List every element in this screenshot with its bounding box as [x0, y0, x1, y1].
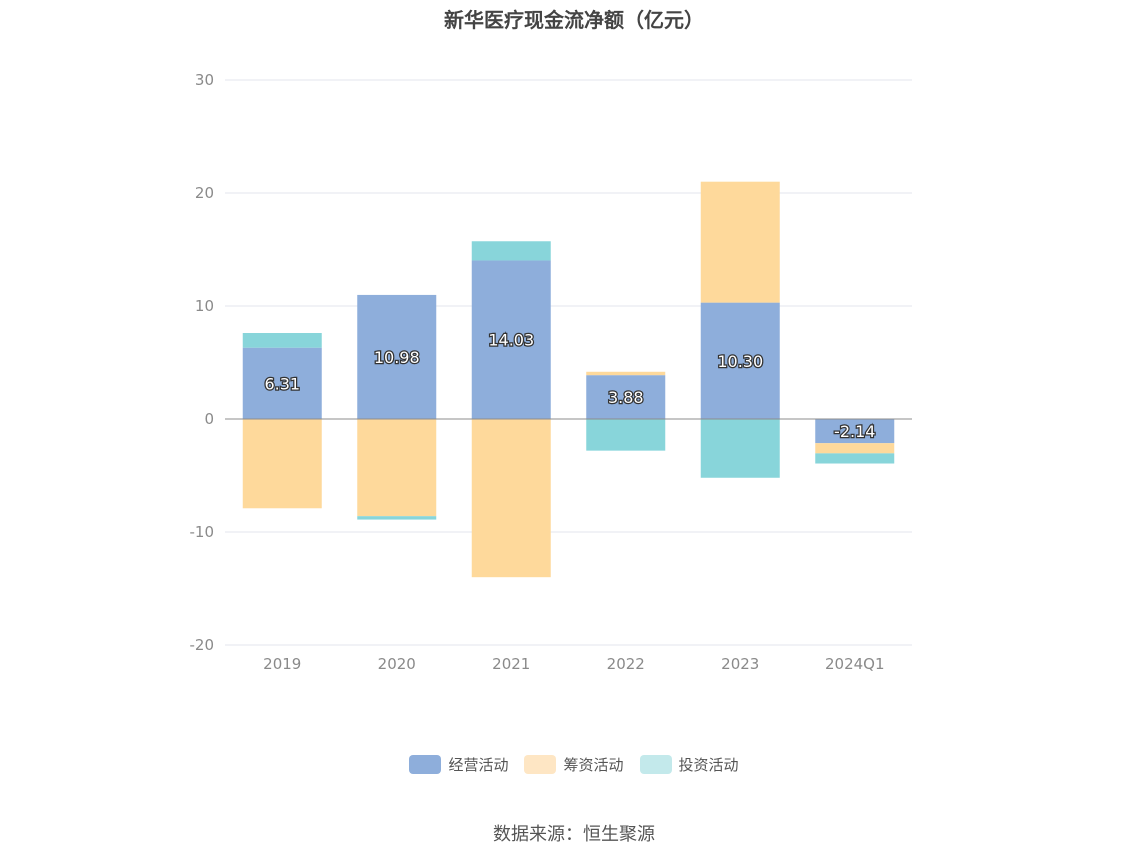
bar-segment [815, 443, 895, 454]
bar-segment [242, 419, 322, 509]
legend: 经营活动 筹资活动 投资活动 [0, 754, 1148, 775]
bar-segment [471, 260, 551, 419]
y-tick-label: -20 [190, 636, 215, 654]
legend-item-financing[interactable]: 筹资活动 [524, 754, 624, 775]
x-tick-label: 2023 [721, 655, 759, 673]
x-tick-label: 2021 [492, 655, 530, 673]
legend-item-investing[interactable]: 投资活动 [639, 754, 739, 775]
bar-segment [700, 302, 780, 419]
y-tick-label: -10 [190, 523, 215, 541]
bar-segment [242, 333, 322, 348]
x-tick-label: 2020 [378, 655, 416, 673]
x-tick-label: 2024Q1 [825, 655, 885, 673]
bar-segment [815, 419, 895, 444]
legend-swatch-operating [409, 755, 442, 774]
data-labels: 6.31 10.98 14.03 3.88 10.30 -2.14 [263, 329, 877, 442]
bar-segment [700, 419, 780, 478]
source-note: 数据来源：恒生聚源 [493, 824, 655, 845]
bar-segment [357, 516, 437, 520]
y-tick-label: 30 [195, 71, 214, 89]
data-label: 14.03 [488, 331, 534, 350]
bar-segment [471, 419, 551, 578]
bar-segment [815, 453, 895, 464]
y-tick-label: 10 [195, 297, 214, 315]
x-tick-label: 2022 [607, 655, 645, 673]
bars [242, 181, 895, 578]
legend-item-operating[interactable]: 经营活动 [409, 754, 508, 775]
y-tick-label: 0 [204, 410, 214, 428]
grid-lines [225, 79, 912, 646]
bar-segment [586, 419, 666, 451]
x-tick-label: 2019 [263, 655, 301, 673]
chart-title: 新华医疗现金流净额（亿元） [444, 8, 704, 32]
legend-swatch-investing [639, 755, 672, 774]
legend-swatch-financing [524, 755, 557, 774]
bar-segment [586, 371, 666, 376]
y-axis-ticks: 30 20 10 0 -10 -20 [190, 71, 215, 654]
bar-segment [586, 375, 666, 419]
legend-label-financing: 筹资活动 [563, 756, 624, 774]
data-label: 6.31 [264, 374, 300, 393]
data-label: 10.30 [717, 352, 763, 371]
data-label: -2.14 [834, 422, 875, 441]
bar-segment [700, 181, 780, 303]
legend-label-operating: 经营活动 [448, 756, 509, 774]
legend-label-investing: 投资活动 [678, 756, 739, 774]
bar-segment [471, 241, 551, 261]
bar-segment [242, 347, 322, 419]
bar-segment [357, 419, 437, 517]
x-axis-ticks: 2019 2020 2021 2022 2023 2024Q1 [263, 655, 884, 673]
bar-segment [357, 294, 437, 419]
data-label: 10.98 [374, 348, 420, 367]
y-tick-label: 20 [195, 184, 214, 202]
data-label: 3.88 [608, 388, 644, 407]
